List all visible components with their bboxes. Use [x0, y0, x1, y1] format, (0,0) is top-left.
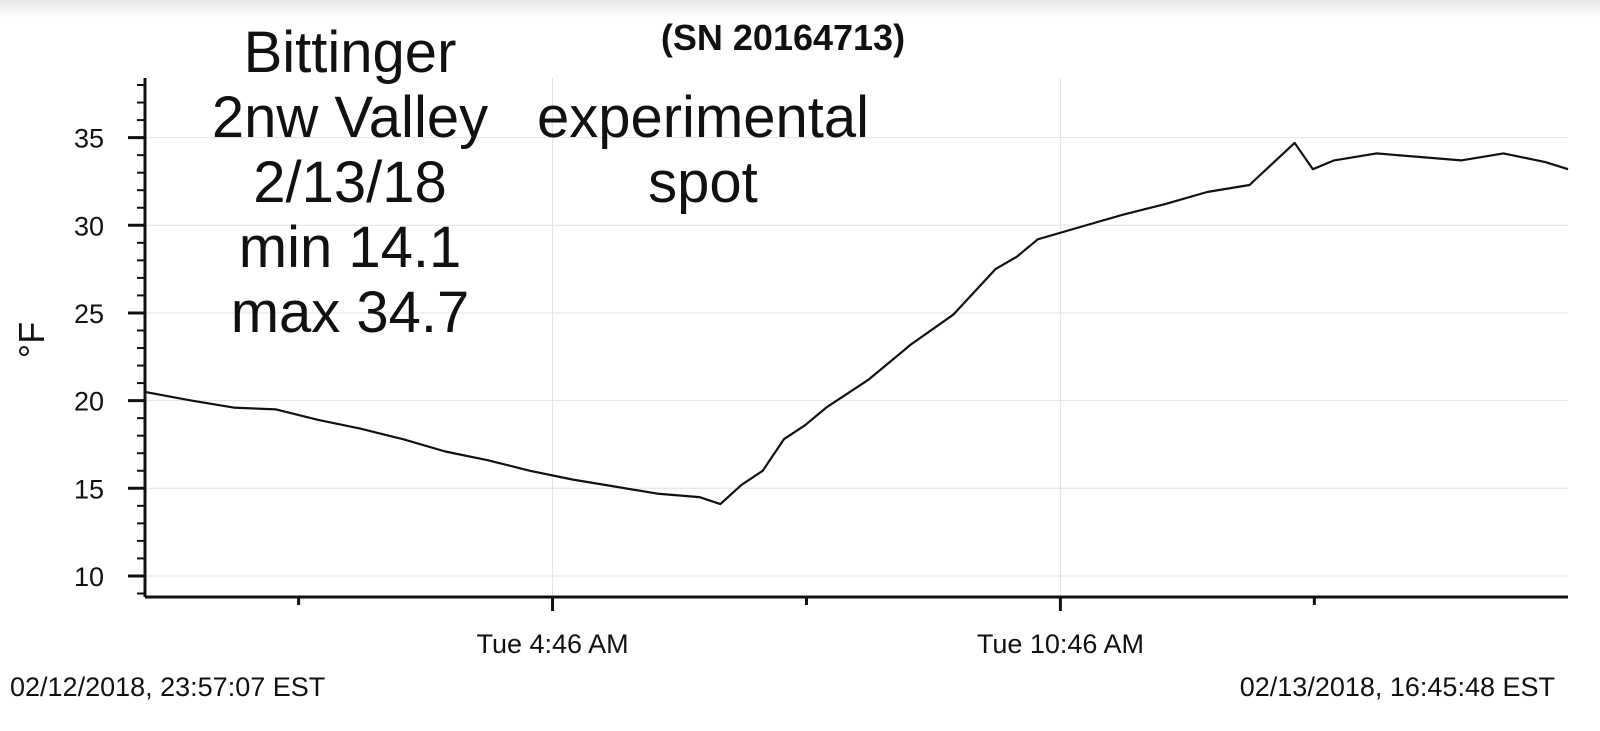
annotation: min 14.1: [239, 215, 461, 280]
y-tick-label: 25: [74, 299, 104, 329]
y-tick-label: 10: [74, 562, 104, 592]
annotation: Bittinger: [244, 20, 457, 85]
annotation: 2/13/18: [253, 150, 447, 215]
annotation: 2nw Valley: [212, 85, 488, 150]
data-line: [144, 141, 1569, 506]
annotation: experimental: [537, 85, 869, 150]
start-label: 02/12/2018, 23:57:07 EST: [10, 672, 325, 702]
annotation: spot: [648, 150, 758, 215]
x-tick-label: Tue 4:46 AM: [476, 629, 628, 659]
y-tick-label: 15: [74, 474, 104, 504]
y-tick-label: 20: [74, 387, 104, 417]
top-shade: [0, 0, 1600, 18]
y-tick-label: 30: [74, 211, 104, 241]
x-tick-label: Tue 10:46 AM: [977, 629, 1144, 659]
chart-title: (SN 20164713): [661, 17, 905, 58]
end-label: 02/13/2018, 16:45:48 EST: [1240, 672, 1555, 702]
annotation: max 34.7: [231, 280, 470, 345]
y-axis-label: °F: [11, 322, 52, 358]
y-tick-label: 35: [74, 124, 104, 154]
